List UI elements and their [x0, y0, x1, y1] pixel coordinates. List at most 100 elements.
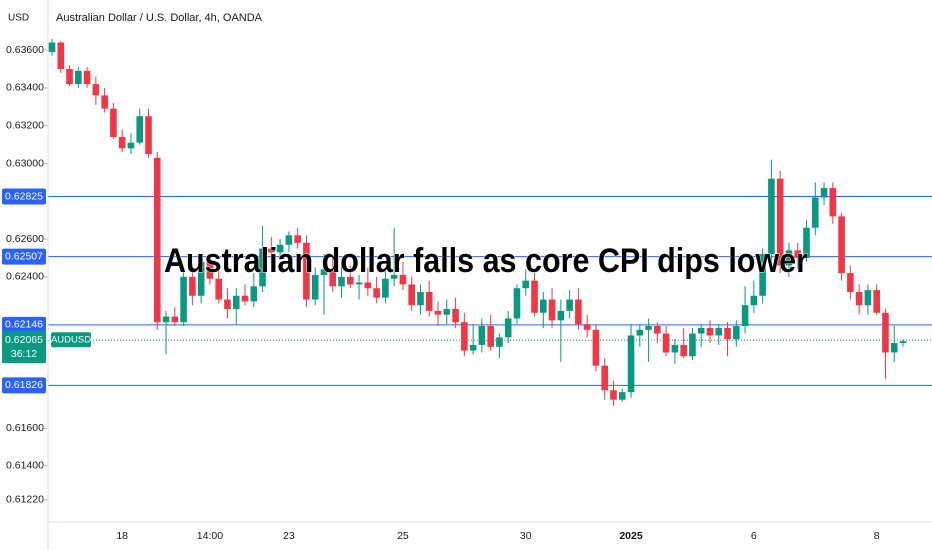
candle-body	[820, 188, 828, 198]
current-price-tag	[2, 331, 46, 364]
candle-body	[838, 216, 845, 274]
y-tick-label: 0.63600	[6, 44, 44, 56]
candle-body	[864, 290, 872, 306]
current-price-label: 0.62065	[5, 334, 43, 346]
candle-body	[66, 68, 73, 85]
level-tag	[2, 316, 46, 333]
candle-body	[469, 344, 477, 351]
x-tick-label: 8	[874, 530, 880, 542]
candle-body	[627, 335, 635, 393]
candle-body	[382, 278, 389, 298]
symbol-label: AUDUSD	[51, 335, 91, 346]
x-tick-label: 6	[751, 530, 757, 542]
candle-body	[373, 288, 380, 298]
candle-body	[276, 244, 284, 253]
level-label: 0.62146	[5, 319, 43, 331]
candle-body	[724, 327, 731, 340]
candle-body	[671, 344, 679, 353]
candle-body	[153, 157, 161, 323]
candle-body	[329, 269, 337, 287]
candle-body	[733, 326, 740, 340]
candle-body	[522, 280, 530, 289]
level-tag	[2, 377, 46, 394]
candle-body	[408, 284, 416, 306]
y-tick-label: 0.63000	[6, 157, 44, 169]
candle-body	[364, 282, 372, 289]
candle-body	[513, 288, 521, 319]
candle-body	[811, 197, 819, 228]
candle-body	[250, 286, 258, 302]
candle-body	[434, 310, 442, 315]
candle-body	[610, 390, 617, 400]
candle-body	[636, 329, 644, 336]
candle-body	[417, 291, 424, 306]
candle-body	[654, 326, 661, 334]
x-tick-label: 14:00	[197, 530, 223, 542]
candle-body	[461, 322, 468, 351]
candle-body	[268, 248, 275, 253]
candle-body	[548, 299, 556, 321]
candle-body	[162, 316, 170, 323]
symbol-tag	[51, 332, 91, 348]
candle-body	[180, 276, 187, 323]
candle-body	[890, 343, 898, 353]
candle-body	[829, 188, 837, 217]
candle-body	[338, 276, 345, 287]
candle-body	[715, 327, 723, 336]
candle-body	[847, 273, 854, 292]
level-tag	[2, 188, 46, 205]
candle-body	[241, 295, 249, 302]
candle-body	[557, 310, 565, 321]
candle-body	[92, 84, 100, 96]
candle-body	[206, 261, 214, 279]
y-tick-label: 0.62400	[6, 271, 44, 283]
candle-body	[785, 250, 793, 266]
candle-body	[855, 291, 863, 306]
candle-body	[57, 42, 65, 69]
candle-body	[303, 242, 310, 300]
x-tick-label: 18	[116, 530, 128, 542]
y-tick-label: 0.62600	[6, 233, 44, 245]
x-tick-label: 30	[520, 530, 532, 542]
candle-body	[118, 137, 126, 149]
candle-body	[697, 327, 705, 334]
headline: Australian dollar falls as core CPI dips…	[164, 242, 808, 280]
candle-body	[197, 261, 205, 296]
candle-body	[680, 344, 687, 357]
candle-body	[504, 318, 512, 338]
candle-body	[794, 250, 802, 258]
candle-body	[487, 326, 494, 347]
candle-body	[592, 329, 600, 366]
candle-body	[531, 280, 538, 313]
candle-body	[768, 178, 775, 255]
candle-body	[355, 282, 363, 285]
candle-body	[127, 142, 135, 149]
y-tick-label: 0.61400	[6, 460, 44, 472]
candle-body	[899, 341, 907, 344]
candle-body	[662, 333, 670, 353]
symbol-title: Australian Dollar / U.S. Dollar, 4h, OAN…	[56, 12, 263, 24]
x-tick-label: 25	[397, 530, 409, 542]
candle-body	[873, 290, 880, 313]
level-label: 0.62507	[5, 250, 43, 262]
candle-body	[443, 309, 451, 315]
candle-body	[452, 309, 459, 323]
candle-body	[750, 295, 758, 306]
y-tick-label: 0.63400	[6, 82, 44, 94]
candle-body	[882, 312, 889, 353]
candle-body	[390, 274, 398, 279]
currency-label: USD	[8, 13, 29, 24]
candle-body	[259, 248, 266, 287]
candle-body	[110, 108, 117, 138]
candle-body	[232, 295, 240, 310]
candle-body	[583, 324, 591, 330]
candle-body	[645, 326, 652, 330]
y-tick-label: 0.61220	[6, 494, 44, 506]
candle-body	[575, 299, 582, 325]
candle-body	[75, 70, 82, 85]
x-tick-label: 23	[283, 530, 295, 542]
candle-body	[311, 274, 319, 300]
candle-body	[741, 305, 749, 327]
x-tick-label: 2025	[619, 530, 643, 542]
